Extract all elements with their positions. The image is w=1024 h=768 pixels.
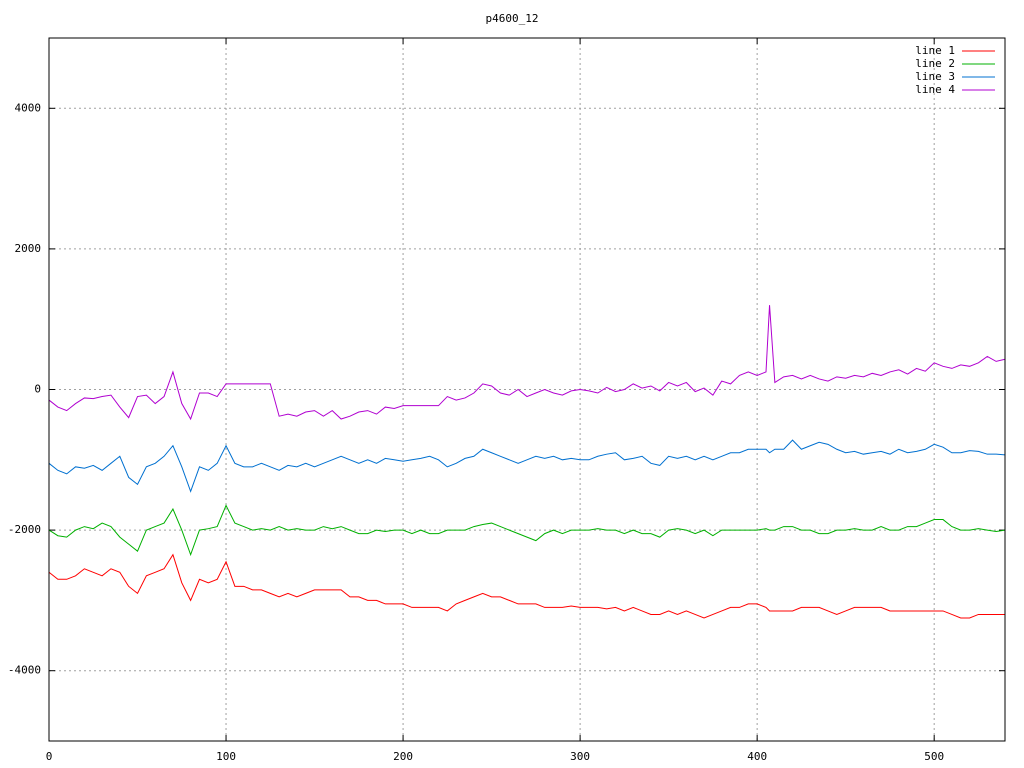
x-tick-label: 300 [570, 750, 590, 763]
chart-title: p4600_12 [486, 12, 539, 25]
legend-label: line 2 [915, 57, 955, 70]
y-tick-label: -2000 [8, 523, 41, 536]
plot-border [48, 37, 1006, 742]
x-tick-label: 0 [46, 750, 53, 763]
x-tick-label: 100 [216, 750, 236, 763]
legend-label: line 3 [915, 70, 955, 83]
series-line [48, 439, 1006, 493]
x-tick-label: 200 [393, 750, 413, 763]
y-tick-label: -4000 [8, 664, 41, 677]
series-line [48, 553, 1005, 619]
legend-label: line 1 [915, 44, 955, 57]
y-tick-label: 4000 [15, 101, 42, 114]
legend-label: line 4 [915, 83, 955, 96]
y-tick-label: 0 [34, 383, 41, 396]
x-tick-label: 500 [924, 750, 944, 763]
x-tick-label: 400 [747, 750, 767, 763]
y-tick-label: 2000 [15, 242, 42, 255]
series-line [48, 504, 1006, 557]
series-line [48, 305, 1006, 421]
